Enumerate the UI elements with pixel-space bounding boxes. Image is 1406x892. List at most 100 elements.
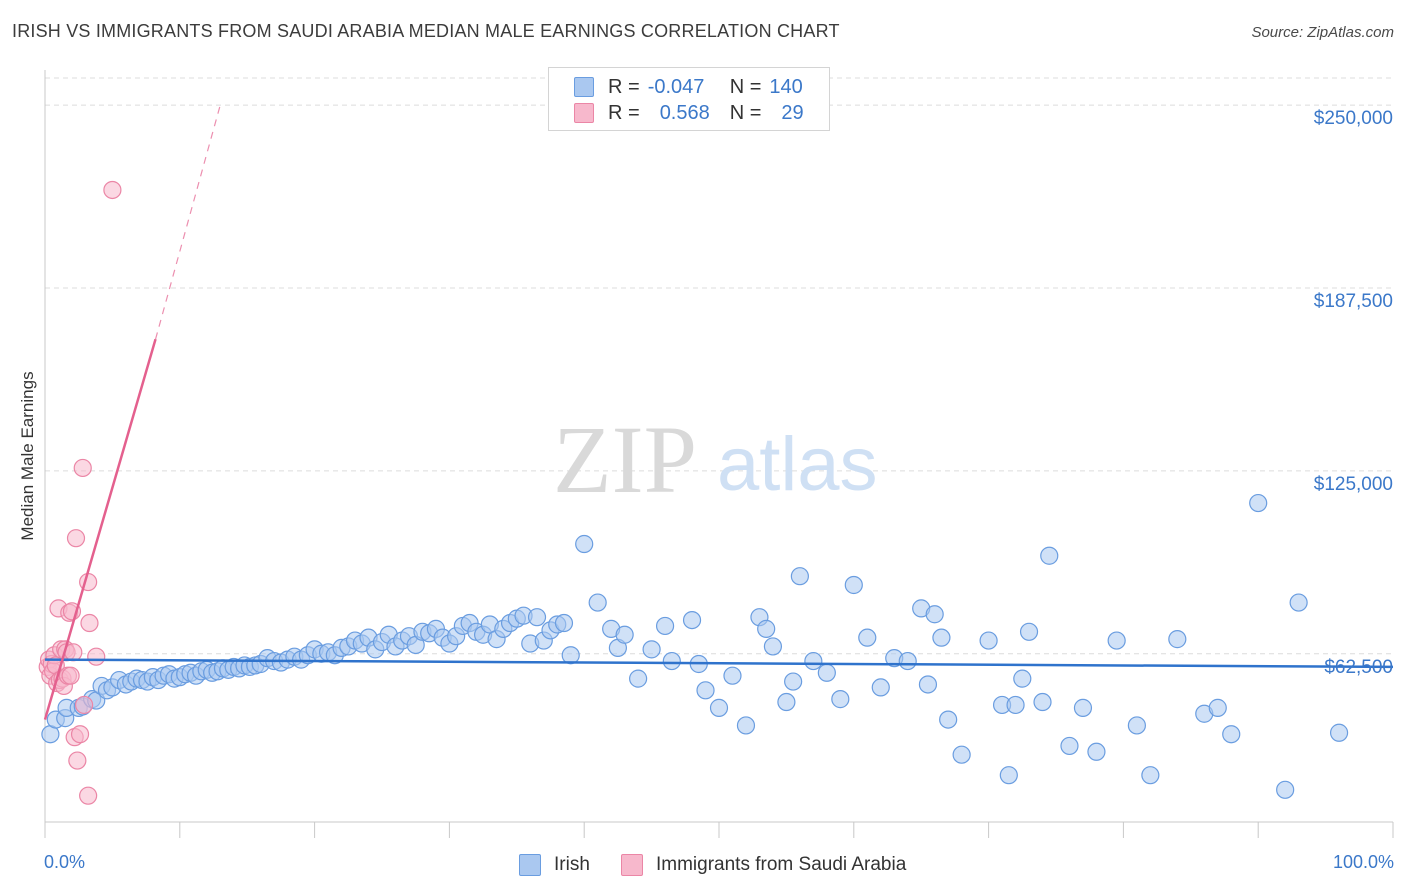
irish-point (629, 669, 648, 688)
saudi-swatch (574, 103, 594, 123)
saudi-point (70, 725, 90, 744)
irish-point (1168, 630, 1187, 649)
trend-lines (43, 104, 1394, 720)
saudi-trend-extension (154, 104, 221, 340)
saudi-point (87, 647, 106, 666)
legend-row-saudi: R = 0.568 N = 29 (574, 100, 804, 126)
irish-point (871, 678, 890, 697)
irish-point (696, 681, 715, 700)
bottom-legend-irish: Irish (519, 852, 590, 878)
irish-point (1329, 723, 1349, 742)
legend-n-label: N = (729, 75, 762, 98)
irish-legend-label: Irish (554, 854, 590, 875)
saudi-points (38, 180, 122, 805)
irish-point (1040, 546, 1059, 565)
irish-point (757, 619, 776, 638)
y-tick-label: $250,000 (1313, 108, 1393, 130)
irish-point (1107, 631, 1126, 650)
irish-point (925, 605, 944, 624)
irish-point (952, 745, 971, 764)
irish-point (932, 628, 951, 647)
irish-point (723, 666, 742, 685)
irish-point (642, 640, 661, 659)
saudi-point (79, 786, 98, 805)
saudi-legend-swatch (621, 854, 643, 876)
irish-point (1276, 780, 1295, 799)
saudi-point (73, 458, 92, 478)
irish-point (1087, 742, 1106, 761)
legend-n-value: 140 (769, 75, 803, 98)
irish-point (784, 672, 803, 691)
y-tick-label: $187,500 (1313, 290, 1393, 312)
y-tick-label: $125,000 (1313, 473, 1393, 495)
grid-lines (45, 77, 1393, 655)
irish-point (615, 625, 634, 644)
y-axis-label: Median Male Earnings (18, 371, 37, 541)
saudi-point (103, 180, 122, 200)
irish-point (1060, 736, 1079, 756)
chart-title: IRISH VS IMMIGRANTS FROM SAUDI ARABIA ME… (12, 21, 840, 41)
irish-point (858, 628, 877, 647)
irish-point (817, 663, 836, 682)
source-credit: Source: ZipAtlas.com (1251, 24, 1394, 41)
saudi-trend-line (43, 338, 157, 720)
irish-point (655, 616, 675, 636)
watermark-atlas: atlas (717, 422, 878, 507)
irish-point (736, 716, 756, 735)
legend-n-value: 29 (781, 101, 804, 124)
saudi-legend-label: Immigrants from Saudi Arabia (656, 854, 907, 875)
saudi-point (74, 695, 94, 715)
legend-n-label: N = (729, 101, 762, 124)
irish-point (1141, 766, 1160, 785)
irish-point (682, 611, 702, 630)
irish-point (1006, 695, 1025, 715)
irish-point (554, 613, 574, 633)
irish-point (898, 651, 917, 671)
irish-trend-line (44, 658, 1394, 669)
irish-point (1289, 593, 1308, 612)
bottom-legend-saudi: Immigrants from Saudi Arabia (621, 852, 906, 878)
irish-point (662, 651, 681, 671)
saudi-point (80, 613, 99, 633)
irish-point (831, 690, 850, 709)
irish-point (1208, 698, 1227, 717)
irish-point (1249, 493, 1268, 513)
y-tick-label: $62,500 (1324, 656, 1393, 678)
irish-point (1222, 725, 1241, 744)
saudi-point (68, 751, 87, 770)
irish-legend-swatch (519, 854, 541, 876)
legend-r-label: R = (608, 101, 640, 124)
axes (44, 70, 1394, 838)
correlation-legend: R = -0.047 N = 140 R = 0.568 N = 29 (548, 67, 830, 131)
saudi-point (61, 666, 80, 685)
irish-point (939, 710, 958, 729)
irish-point (1033, 692, 1052, 712)
x-tick-label-max: 100.0% (1332, 852, 1394, 872)
irish-point (918, 675, 938, 694)
irish-point (979, 631, 998, 650)
irish-point (588, 593, 607, 612)
irish-point (804, 651, 823, 671)
irish-point (561, 646, 580, 665)
irish-point (1013, 669, 1032, 688)
irish-point (575, 534, 594, 554)
irish-point (790, 567, 809, 586)
irish-point (763, 637, 783, 656)
irish-point (844, 575, 863, 595)
irish-point (709, 698, 729, 717)
legend-r-value: -0.047 (647, 75, 705, 98)
irish-points (41, 493, 1349, 799)
irish-point (1073, 698, 1093, 717)
legend-row-irish: R = -0.047 N = 140 (574, 74, 803, 100)
irish-point (777, 692, 796, 712)
saudi-point (66, 529, 86, 548)
irish-point (999, 766, 1018, 785)
x-tick-label-min: 0.0% (44, 852, 86, 872)
irish-swatch (574, 77, 594, 97)
legend-r-value: 0.568 (659, 101, 710, 124)
legend-r-label: R = (608, 75, 640, 98)
watermark-zip: ZIP (553, 406, 697, 513)
irish-point (1019, 622, 1039, 641)
watermark: ZIP atlas (553, 406, 878, 513)
